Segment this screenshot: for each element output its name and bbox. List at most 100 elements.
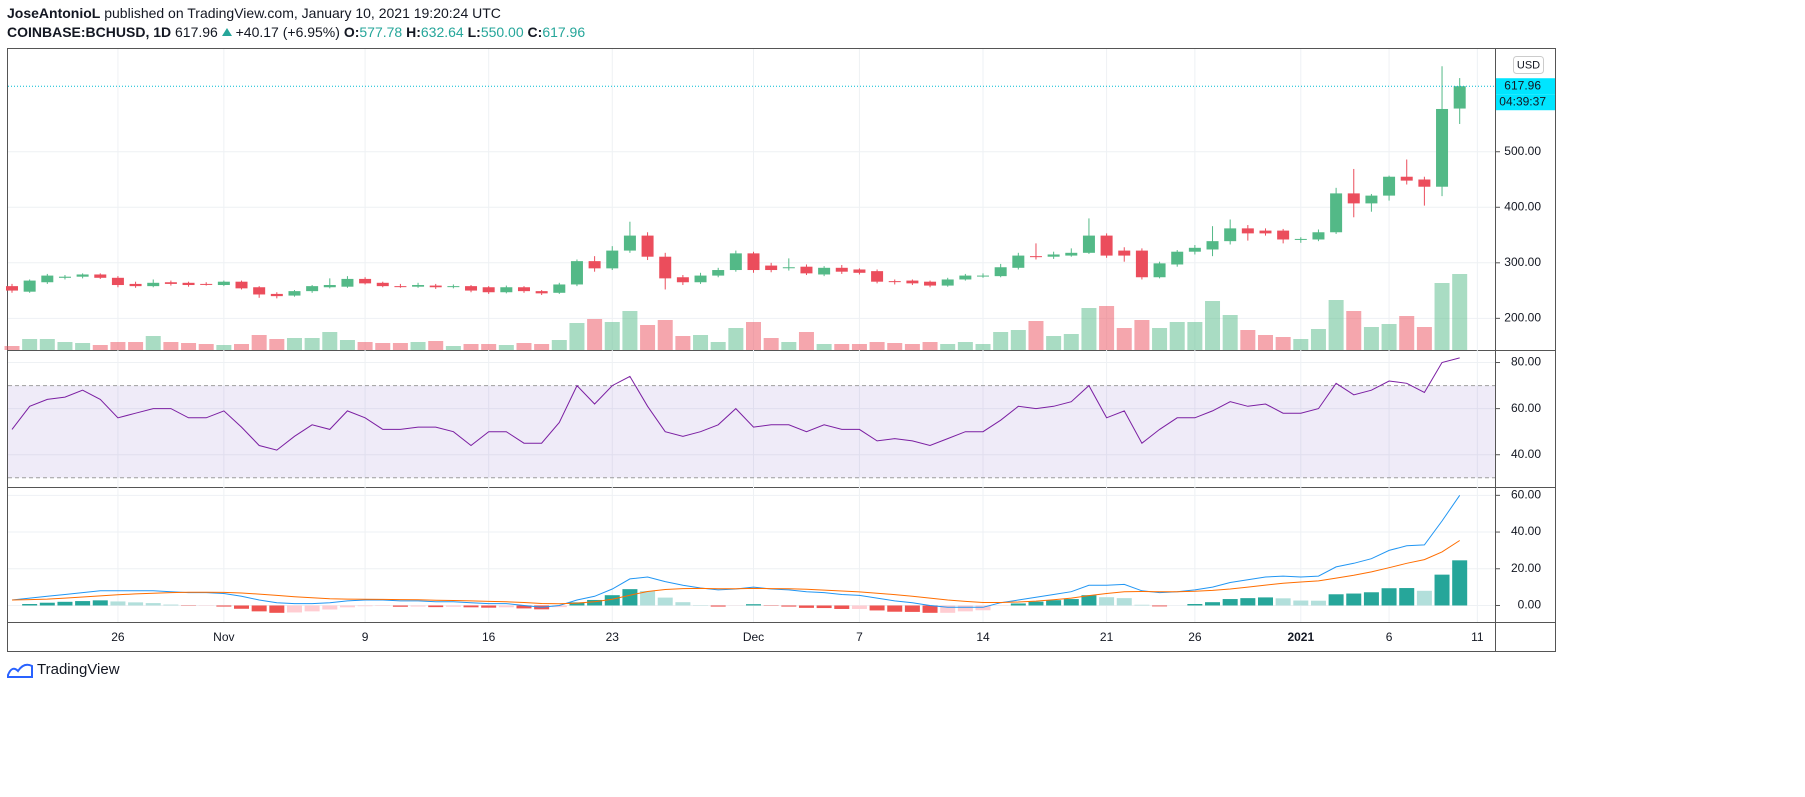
- y-tick-label: 60.00: [1511, 488, 1541, 502]
- histogram-bar: [375, 605, 391, 607]
- candle-body: [23, 280, 36, 292]
- volume-bar: [269, 339, 285, 350]
- volume-bar: [710, 342, 726, 350]
- candle-body: [129, 283, 142, 287]
- volume-bar: [516, 343, 532, 350]
- candle-body: [641, 235, 654, 257]
- x-tick-label: Dec: [743, 630, 764, 644]
- candle-body: [1400, 176, 1413, 181]
- candle-body: [871, 271, 884, 282]
- candle-body: [800, 266, 813, 274]
- histogram-bar: [1293, 600, 1309, 606]
- candle-body: [447, 286, 460, 288]
- histogram-bar: [1046, 600, 1062, 606]
- candle-body: [1347, 193, 1360, 204]
- x-tick-label: 11: [1471, 630, 1484, 644]
- candle-body: [482, 287, 495, 293]
- volume-bar: [640, 325, 656, 350]
- histogram-bar: [357, 605, 373, 607]
- y-tick-label: 0.00: [1518, 598, 1542, 612]
- candle-body: [888, 281, 901, 283]
- candle-body: [570, 261, 583, 285]
- histogram-bar: [957, 605, 973, 612]
- histogram-bar: [675, 602, 691, 606]
- candle-body: [1259, 230, 1272, 234]
- histogram-bar: [781, 605, 797, 607]
- y-tick-label: 400.00: [1504, 199, 1541, 213]
- histogram-bar: [1205, 602, 1221, 606]
- histogram-bar: [710, 605, 726, 607]
- candle-body: [1365, 195, 1378, 204]
- candle-body: [712, 270, 725, 276]
- ohlc-label: H:: [406, 24, 421, 40]
- marks: [4, 66, 1495, 613]
- x-tick-label: 21: [1100, 630, 1114, 644]
- histogram-bar: [110, 601, 126, 606]
- histogram-bar: [1116, 598, 1132, 606]
- candle-body: [1082, 235, 1095, 253]
- volume-bar: [481, 344, 497, 350]
- candle-body: [1118, 250, 1131, 256]
- candle-body: [111, 277, 124, 286]
- y-tick-label: 20.00: [1511, 561, 1541, 575]
- candle-body: [553, 284, 566, 293]
- histogram-bar: [1452, 560, 1468, 606]
- volume-bar: [128, 342, 144, 350]
- signal-line: [11, 540, 1460, 605]
- footer[interactable]: TradingView: [7, 661, 120, 678]
- last-price-label: 617.96: [1504, 78, 1541, 92]
- volume-bar: [1399, 316, 1415, 350]
- volume-bar: [1328, 300, 1344, 350]
- volume-bar: [1010, 330, 1026, 350]
- histogram-bar: [1134, 604, 1150, 606]
- volume-bar: [1222, 315, 1238, 350]
- histogram-bar: [657, 597, 673, 606]
- volume-bar: [428, 341, 444, 350]
- candle-body: [835, 267, 848, 272]
- candle-body: [535, 291, 548, 294]
- candle-body: [429, 285, 442, 288]
- volume-bar: [1363, 327, 1379, 350]
- volume-bar: [781, 342, 797, 350]
- volume-bar: [922, 342, 938, 350]
- volume-bar: [1434, 283, 1450, 350]
- histogram-bar: [1099, 597, 1115, 606]
- volume-bar: [1346, 311, 1362, 350]
- volume-bar: [498, 345, 514, 350]
- x-tick-label: 26: [1188, 630, 1202, 644]
- candle-body: [853, 269, 866, 273]
- rsi-band: [8, 385, 1495, 478]
- volume-bar: [1293, 339, 1309, 350]
- volume-bar: [410, 342, 426, 350]
- candle-body: [1135, 250, 1148, 278]
- volume-bar: [1063, 334, 1079, 350]
- histogram-bar: [92, 600, 108, 606]
- volume-bar: [604, 322, 620, 350]
- candle-body: [906, 280, 919, 284]
- histogram-bar: [551, 605, 567, 608]
- histogram-bar: [1222, 599, 1238, 606]
- last-price-box: [1496, 78, 1555, 95]
- histogram-bar: [1381, 588, 1397, 606]
- candle-body: [1330, 193, 1343, 233]
- histogram-bar: [22, 604, 38, 606]
- x-tick-label: Nov: [213, 630, 234, 644]
- y-tick-label: 300.00: [1504, 255, 1541, 269]
- histogram-bar: [1028, 601, 1044, 606]
- ohlc-value: 577.78: [359, 24, 403, 40]
- histogram-bar: [622, 589, 638, 606]
- volume-bar: [851, 344, 867, 350]
- candle-body: [341, 278, 354, 287]
- histogram-bar: [216, 605, 232, 607]
- volume-bar: [1116, 328, 1132, 350]
- candle-body: [306, 286, 319, 292]
- candle-body: [1224, 228, 1237, 242]
- candle-body: [359, 278, 372, 284]
- histogram-bar: [339, 605, 355, 608]
- candle-body: [676, 277, 689, 283]
- volume-bar: [304, 338, 320, 350]
- candle-body: [924, 281, 937, 286]
- candle-body: [1047, 254, 1060, 257]
- volume-bar: [569, 323, 585, 350]
- ohlc-value: 550.00: [480, 24, 524, 40]
